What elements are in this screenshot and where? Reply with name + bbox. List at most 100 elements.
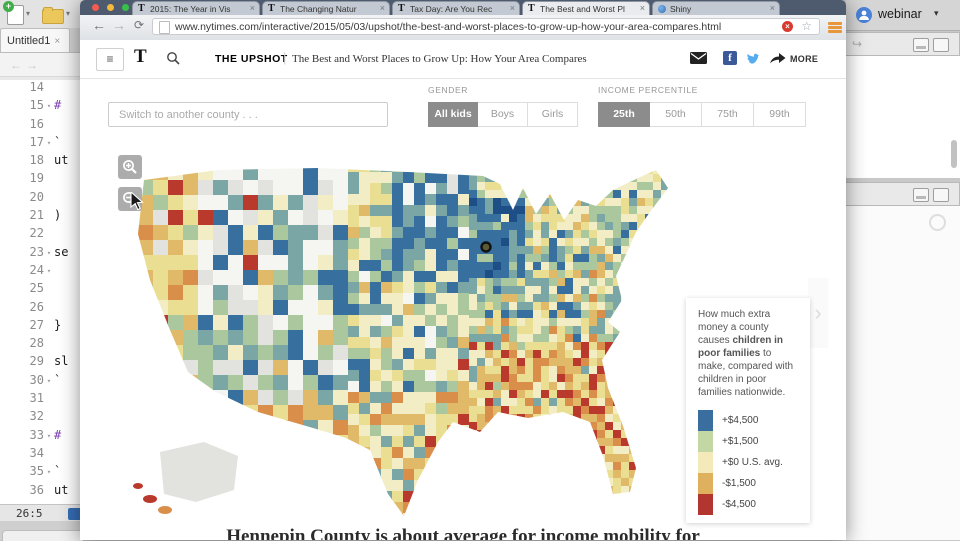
code-fragment: ) <box>54 208 62 223</box>
income-option[interactable]: 50th <box>650 102 702 127</box>
line-number: 24 <box>29 262 44 277</box>
nyt-favicon: T <box>138 3 145 14</box>
scrollbar[interactable] <box>951 140 957 168</box>
search-icon[interactable] <box>166 51 180 70</box>
chevron-down-icon: ▾ <box>934 8 939 18</box>
tab-close-icon[interactable]: × <box>639 3 645 13</box>
line-number: 33 <box>29 427 44 442</box>
tab-close-icon[interactable]: × <box>249 3 255 13</box>
income-option[interactable]: 75th <box>702 102 754 127</box>
new-file-icon[interactable]: + <box>3 1 24 25</box>
fold-marker[interactable]: ▾ <box>46 431 52 440</box>
legend-value-label: +$1,500 <box>722 436 759 447</box>
browser-tab[interactable]: T The Best and Worst Pl × <box>522 1 650 15</box>
browser-tab[interactable]: Shiny × <box>652 1 780 15</box>
fold-marker[interactable]: ▾ <box>46 266 52 275</box>
editor-nav-toolbar: ←→ <box>0 53 86 77</box>
legend-swatch <box>698 473 713 494</box>
line-number: 20 <box>29 189 44 204</box>
open-folder-icon[interactable] <box>42 7 64 24</box>
fold-marker[interactable]: ▾ <box>46 376 52 385</box>
minimize-panel-button[interactable] <box>913 38 929 52</box>
chevron-down-icon[interactable]: ▾ <box>66 9 71 18</box>
editor-line: 18 ut <box>0 153 86 171</box>
zoom-in-button[interactable] <box>118 155 142 179</box>
code-fragment: ` <box>54 134 62 149</box>
editor-line: 17 ▾ ` <box>0 135 86 153</box>
editor-line: 21) <box>0 208 86 226</box>
browser-window: T 2015: The Year in Vis × T The Changing Nat… <box>80 0 846 540</box>
legend-entry: +$1,500 <box>698 431 800 452</box>
next-carousel-chevron[interactable]: › <box>808 278 828 348</box>
more-button[interactable]: MORE <box>790 54 819 64</box>
share-arrow-icon[interactable] <box>769 51 787 69</box>
editor-line: 20 <box>0 190 86 208</box>
line-number: 15 <box>29 98 44 113</box>
menubar-right: webinar ▾ <box>846 0 960 31</box>
editor-line: 24 ▾ <box>0 263 86 281</box>
legend-value-label: -$4,500 <box>722 499 756 510</box>
address-bar[interactable]: www.nytimes.com/interactive/2015/05/03/u… <box>152 18 820 35</box>
blocked-icon[interactable]: × <box>782 21 793 32</box>
income-segmented-control: 25th 50th 75th 99th <box>598 102 806 127</box>
county-search-input[interactable] <box>108 102 388 127</box>
tab-title: Tax Day: Are You Rec <box>410 4 493 14</box>
fold-marker[interactable]: ▾ <box>46 248 52 257</box>
editor-tab-untitled1[interactable]: Untitled1 × <box>0 28 70 52</box>
gender-option[interactable]: All kids <box>428 102 478 127</box>
webinar-menu-item[interactable]: webinar <box>878 7 922 21</box>
browser-tab[interactable]: T The Changing Natur × <box>262 1 390 15</box>
browser-tab[interactable]: T 2015: The Year in Vis × <box>132 1 260 15</box>
nyt-logo[interactable]: T <box>134 46 147 67</box>
chevron-down-icon[interactable]: ▾ <box>26 9 31 18</box>
tab-close-icon[interactable]: × <box>769 3 775 13</box>
mouse-cursor <box>130 190 146 217</box>
fold-marker[interactable]: ▾ <box>46 468 52 477</box>
editor-line: 15 ▾ # <box>0 98 86 116</box>
editor-line: 16 <box>0 117 86 135</box>
code-fragment: } <box>54 317 62 332</box>
code-editor[interactable]: 14 15 ▾ #16 17 ▾ ` 18 ut 19 20 21) 22 23 ▾ se 24 ▾ 25 26 27}… <box>0 80 86 504</box>
legend-value-label: +$4,500 <box>722 415 759 426</box>
line-number: 36 <box>29 482 44 497</box>
url-text[interactable]: www.nytimes.com/interactive/2015/05/03/u… <box>175 21 722 33</box>
upshot-brand[interactable]: THE UPSHOT <box>215 53 288 65</box>
minimize-window-button[interactable] <box>107 4 114 11</box>
browser-menu-icon[interactable] <box>828 22 842 33</box>
twitter-icon[interactable] <box>746 52 761 70</box>
legend-swatch <box>698 431 713 452</box>
gender-segmented-control: All kids Boys Girls <box>428 102 578 127</box>
minimize-panel-button[interactable] <box>913 188 929 202</box>
lower-panel-edge <box>0 521 86 541</box>
facebook-icon[interactable]: f <box>723 51 737 65</box>
email-icon[interactable] <box>690 51 707 69</box>
maximize-panel-button[interactable] <box>933 188 949 202</box>
gender-option[interactable]: Boys <box>478 102 528 127</box>
forward-button[interactable]: → <box>112 17 126 33</box>
line-number: 25 <box>29 281 44 296</box>
editor-line: 25 <box>0 281 86 299</box>
zoom-window-button[interactable] <box>122 4 129 11</box>
reload-button[interactable]: ⟳ <box>134 18 145 32</box>
gender-option[interactable]: Girls <box>528 102 578 127</box>
export-arrow-icon[interactable]: ↪ <box>852 37 863 51</box>
bookmark-star-icon[interactable]: ☆ <box>801 19 812 33</box>
sections-menu-button[interactable]: ≡ <box>96 48 124 71</box>
tab-close-icon[interactable]: × <box>379 3 385 13</box>
line-number: 16 <box>29 116 44 131</box>
close-icon[interactable]: × <box>54 36 61 47</box>
browser-toolbar: ← → ⟳ www.nytimes.com/interactive/2015/0… <box>80 15 846 41</box>
maximize-panel-button[interactable] <box>933 38 949 52</box>
selected-county-marker[interactable] <box>480 241 492 253</box>
fold-marker[interactable]: ▾ <box>46 102 52 111</box>
tab-close-icon[interactable]: × <box>509 3 515 13</box>
income-option[interactable]: 99th <box>754 102 806 127</box>
income-option[interactable]: 25th <box>598 102 650 127</box>
back-button[interactable]: ← <box>92 17 106 33</box>
close-window-button[interactable] <box>92 4 99 11</box>
code-fragment: ut <box>54 153 69 168</box>
us-choropleth-map[interactable] <box>108 150 708 528</box>
fold-marker[interactable]: ▾ <box>46 138 52 147</box>
browser-tab[interactable]: T Tax Day: Are You Rec × <box>392 1 520 15</box>
page-title: The Best and Worst Places to Grow Up: Ho… <box>292 53 587 65</box>
